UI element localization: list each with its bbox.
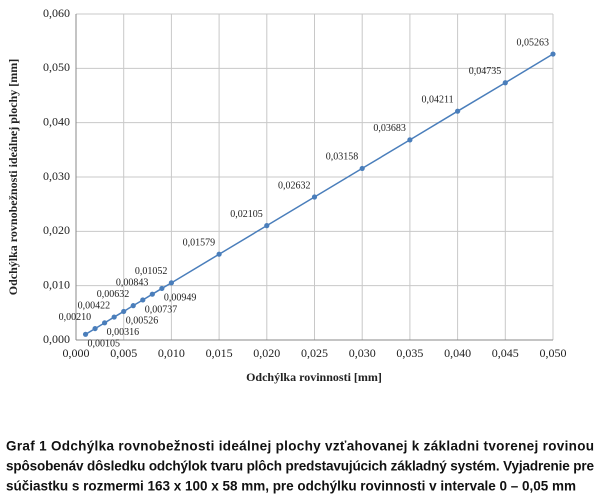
data-label: 0,04211 xyxy=(421,94,453,105)
data-label: 0,00526 xyxy=(126,316,159,327)
data-label: 0,00422 xyxy=(78,300,111,311)
data-label: 0,03158 xyxy=(326,152,359,163)
data-point xyxy=(264,223,270,229)
data-point xyxy=(407,137,413,143)
data-point xyxy=(359,165,365,172)
x-axis-label: Odchýlka rovinnosti [mm] xyxy=(246,370,382,384)
data-point xyxy=(311,194,318,200)
caption: spôsobenáv dôsledku odchýlok tvaru plôch… xyxy=(6,459,594,474)
y-tick-label: 0,000 xyxy=(43,332,70,346)
x-tick-label: 0,020 xyxy=(253,346,280,360)
y-axis-label: Odchýlka rovnobežnosti ideálnej plochy [… xyxy=(6,59,20,295)
data-point xyxy=(168,280,174,286)
data-point xyxy=(216,251,222,257)
data-label: 0,00210 xyxy=(59,312,92,323)
data-label: 0,03683 xyxy=(373,123,406,134)
x-tick-label: 0,040 xyxy=(444,346,471,360)
data-point xyxy=(102,320,108,326)
y-tick-label: 0,020 xyxy=(43,223,70,237)
data-point xyxy=(159,285,165,292)
data-label: 0,02632 xyxy=(278,180,311,191)
x-tick-label: 0,050 xyxy=(540,346,567,360)
x-tick-label: 0,015 xyxy=(206,346,233,360)
data-point xyxy=(140,297,146,303)
y-tick-label: 0,010 xyxy=(43,277,70,291)
data-point xyxy=(92,325,98,332)
y-tick-label: 0,040 xyxy=(43,114,70,128)
x-tick-label: 0,005 xyxy=(110,346,137,360)
data-label: 0,00737 xyxy=(145,304,178,315)
x-tick-label: 0,025 xyxy=(301,346,328,360)
data-label: 0,00105 xyxy=(88,339,121,350)
x-tick-label: 0,010 xyxy=(158,346,185,360)
x-tick-label: 0,035 xyxy=(396,346,423,360)
data-label: 0,00316 xyxy=(107,327,139,338)
y-tick-label: 0,060 xyxy=(43,6,70,20)
data-point xyxy=(502,80,508,86)
y-tick-label: 0,030 xyxy=(43,169,70,183)
data-point xyxy=(82,331,89,337)
data-label: 0,02105 xyxy=(230,209,263,220)
y-tick-label: 0,050 xyxy=(43,60,70,74)
caption: súčiastku s rozmermi 163 x 100 x 58 mm, … xyxy=(6,479,576,494)
x-tick-label: 0,000 xyxy=(63,346,90,360)
data-point xyxy=(121,308,127,315)
data-label: 0,04735 xyxy=(469,66,502,77)
caption: Graf 1 Odchýlka rovnobežnosti ideálnej p… xyxy=(6,439,594,454)
data-label: 0,01052 xyxy=(135,266,168,277)
data-label: 0,00632 xyxy=(97,289,130,300)
data-label: 0,00949 xyxy=(164,293,197,304)
x-tick-label: 0,045 xyxy=(492,346,519,360)
x-tick-label: 0,030 xyxy=(349,346,376,360)
data-point xyxy=(550,51,556,57)
data-label: 0,05263 xyxy=(517,37,550,48)
data-line xyxy=(85,53,554,335)
data-label: 0,01579 xyxy=(183,238,216,249)
data-point xyxy=(130,303,136,309)
data-point xyxy=(111,314,117,320)
data-point xyxy=(149,291,155,297)
data-point xyxy=(455,108,461,114)
data-label: 0,00843 xyxy=(116,277,149,288)
